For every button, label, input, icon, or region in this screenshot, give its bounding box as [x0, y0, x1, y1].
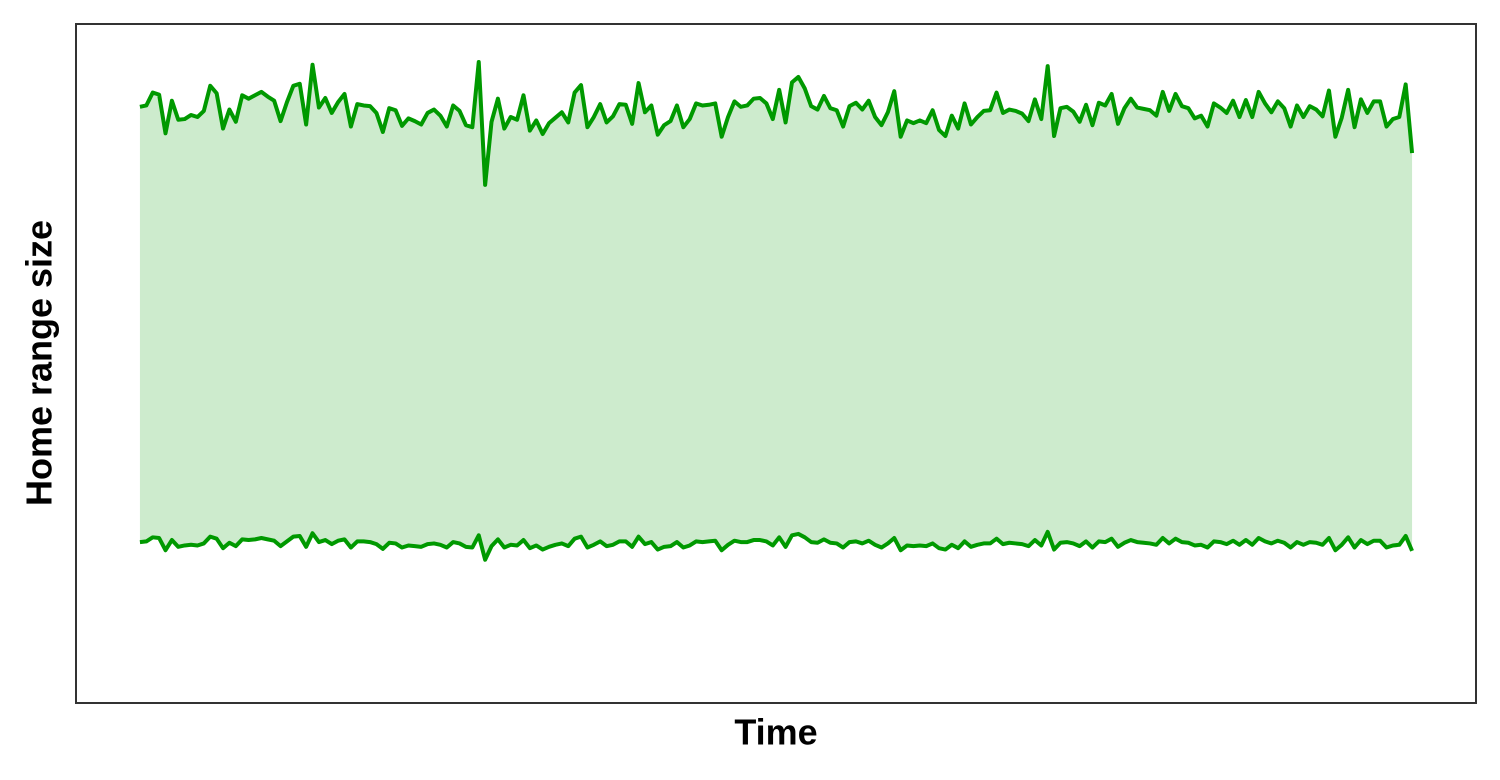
x-axis-title: Time	[734, 712, 817, 753]
plot-area	[139, 60, 1415, 562]
lower-line	[139, 529, 1414, 562]
y-axis-title: Home range size	[19, 220, 60, 506]
upper-line	[139, 60, 1415, 187]
panel-border	[75, 23, 1477, 704]
band-area	[139, 62, 1413, 560]
